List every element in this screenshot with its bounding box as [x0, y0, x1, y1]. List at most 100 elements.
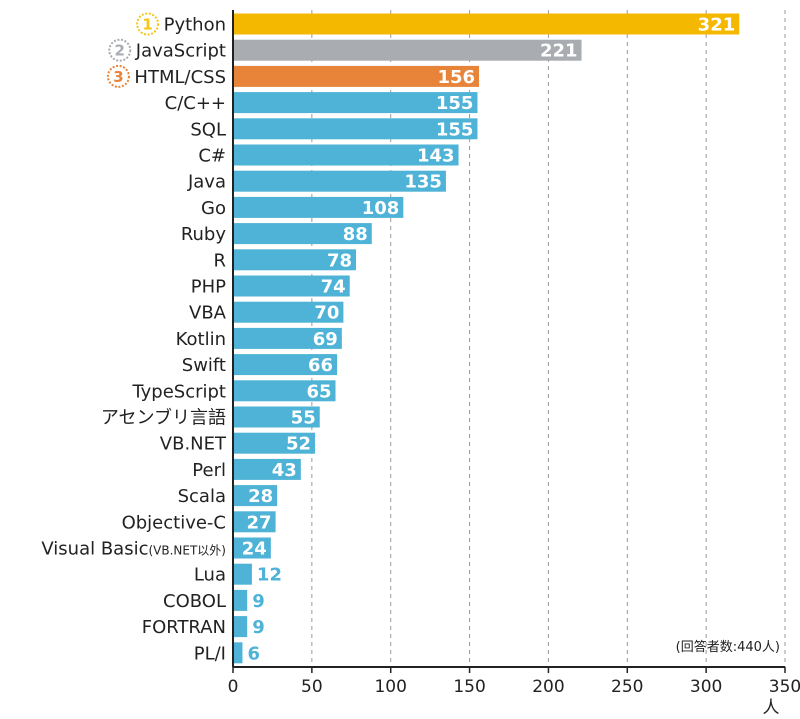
x-tick-label-350: 350: [769, 677, 800, 697]
bar-2: [233, 39, 582, 61]
bar-25: [233, 642, 243, 664]
value-label-12: 70: [314, 303, 339, 324]
category-label-4: C/C++: [165, 93, 226, 114]
bar-18: [233, 458, 301, 480]
value-label-24: 9: [252, 617, 265, 638]
category-label-14: Swift: [182, 355, 226, 376]
bar-7: [233, 170, 446, 192]
x-tick-label-0: 0: [228, 677, 239, 697]
bar-23: [233, 589, 248, 611]
category-label-11: PHP: [191, 277, 226, 298]
bar-4: [233, 92, 478, 114]
category-label-19: Scala: [178, 486, 226, 507]
value-label-19: 28: [248, 486, 273, 507]
x-tick-label-250: 250: [611, 677, 643, 697]
category-label-3: HTML/CSS: [134, 67, 226, 88]
bar-1: [233, 13, 740, 35]
category-label-1: Python: [164, 15, 226, 36]
x-tick-label-300: 300: [690, 677, 722, 697]
bar-11: [233, 275, 350, 297]
value-label-14: 66: [308, 355, 333, 376]
x-tick-label-50: 50: [301, 677, 323, 697]
bar-17: [233, 432, 316, 454]
respondent-note: (回答者数:440人): [676, 639, 780, 655]
bars: [233, 13, 740, 664]
value-label-13: 69: [313, 329, 338, 350]
bar-3: [233, 65, 480, 87]
category-label-8: Go: [201, 198, 226, 219]
bar-22: [233, 563, 252, 585]
value-label-5: 155: [436, 119, 474, 140]
value-label-2: 221: [540, 41, 578, 62]
grid-lines: [311, 10, 786, 667]
bar-20: [233, 511, 276, 533]
x-axis-unit: 人: [763, 698, 780, 718]
value-label-16: 55: [291, 408, 316, 429]
bar-14: [233, 354, 338, 376]
category-label-2: JavaScript: [135, 41, 226, 62]
bar-24: [233, 616, 248, 638]
value-label-1: 321: [698, 15, 736, 36]
value-label-8: 108: [362, 198, 400, 219]
category-label-5: SQL: [190, 119, 226, 140]
value-label-3: 156: [437, 67, 475, 88]
value-label-4: 155: [436, 93, 474, 114]
category-label-9: Ruby: [181, 224, 227, 245]
value-label-11: 74: [321, 277, 346, 298]
category-label-25: PL/I: [194, 643, 226, 664]
bar-10: [233, 249, 357, 271]
bar-16: [233, 406, 320, 428]
category-label-22: Lua: [194, 565, 226, 586]
rank-number-1: 1: [142, 16, 152, 34]
value-label-23: 9: [252, 591, 265, 612]
category-label-17: VB.NET: [160, 434, 227, 455]
value-label-22: 12: [257, 565, 282, 586]
bar-15: [233, 380, 336, 402]
x-tick-label-100: 100: [374, 677, 406, 697]
category-label-24: FORTRAN: [142, 617, 226, 638]
value-label-6: 143: [417, 146, 455, 167]
category-label-10: R: [213, 250, 226, 271]
value-label-20: 27: [247, 512, 272, 533]
category-label-21: Visual Basic(VB.NET以外): [41, 539, 226, 560]
value-label-25: 6: [247, 643, 260, 664]
bar-6: [233, 144, 459, 166]
value-label-17: 52: [286, 434, 311, 455]
rank-badge-ring-1: [136, 12, 160, 36]
rank-number-2: 2: [115, 42, 125, 60]
category-label-6: C#: [198, 146, 226, 167]
category-label-15: TypeScript: [131, 381, 226, 402]
bar-8: [233, 196, 404, 218]
rank-badge-3: 3: [106, 64, 130, 88]
category-labels: Python 1 JavaScript 2 HTML/CSS 3 C/C++ SQL C# Jav…: [41, 12, 227, 664]
bar-21: [233, 537, 271, 559]
x-axis: 0 50 100 150 200 250 300 350: [228, 10, 800, 697]
bar-13: [233, 327, 342, 349]
x-tick-label-150: 150: [453, 677, 485, 697]
category-label-20: Objective-C: [122, 512, 226, 533]
rank-badge-2: 2: [108, 38, 132, 62]
value-labels: 3212211561551551431351088878747069666555…: [242, 15, 735, 665]
value-label-18: 43: [272, 460, 297, 481]
category-label-12: VBA: [189, 303, 227, 324]
rank-badge-1: 1: [136, 12, 160, 36]
rank-number-3: 3: [113, 68, 123, 86]
category-label-16: アセンブリ言語: [101, 407, 226, 429]
value-label-15: 65: [306, 381, 331, 402]
bar-9: [233, 223, 372, 245]
category-label-7: Java: [187, 172, 226, 193]
rank-badge-ring-3: [106, 64, 130, 88]
value-label-10: 78: [327, 250, 352, 271]
category-label-18: Perl: [192, 460, 226, 481]
value-label-9: 88: [343, 224, 368, 245]
x-tick-label-200: 200: [532, 677, 564, 697]
value-label-7: 135: [404, 172, 442, 193]
category-label-23: COBOL: [163, 591, 226, 612]
bar-12: [233, 301, 344, 323]
value-label-21: 24: [242, 539, 267, 560]
category-label-13: Kotlin: [176, 329, 226, 350]
bar-5: [233, 118, 478, 140]
bar-19: [233, 485, 278, 507]
